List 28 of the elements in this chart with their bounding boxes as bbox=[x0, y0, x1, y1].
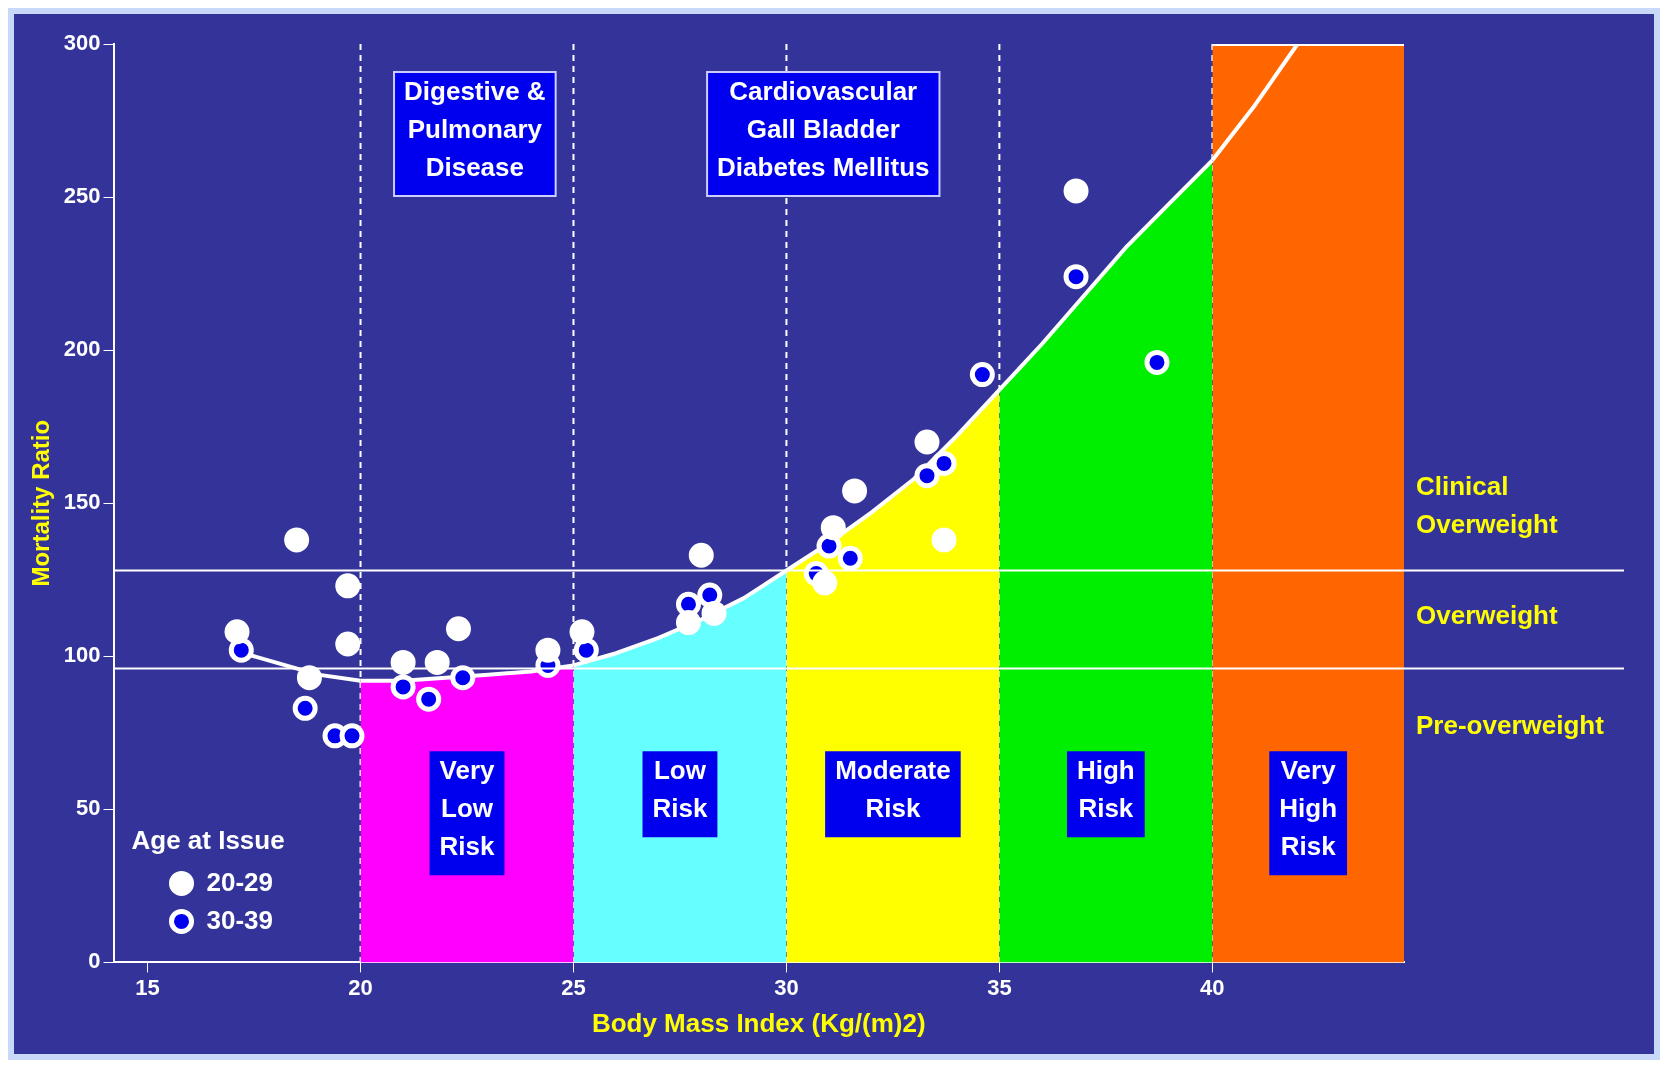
text: Overweight bbox=[1416, 599, 1558, 630]
text: Pre-overweight bbox=[1416, 709, 1605, 740]
y-tick-label: 200 bbox=[63, 336, 101, 362]
y-tick-label: 100 bbox=[63, 642, 101, 668]
x-tick-label: 30 bbox=[774, 974, 799, 1000]
y-tick-label: 0 bbox=[88, 948, 101, 974]
y-tick-label: 150 bbox=[63, 489, 101, 515]
legend-label: 30-39 bbox=[206, 904, 274, 935]
y-tick-label: 50 bbox=[76, 795, 101, 821]
x-tick-label: 40 bbox=[1200, 974, 1225, 1000]
series-label: Moderate Risk bbox=[835, 755, 951, 824]
series-label: Very High Risk bbox=[1279, 755, 1338, 862]
annotation: Cardiovascular Gall Bladder Diabetes Mellitus bbox=[717, 76, 930, 183]
series-label: High Risk bbox=[1076, 755, 1135, 824]
legend-label: 20-29 bbox=[206, 866, 274, 897]
legend-title: Age at Issue bbox=[131, 824, 285, 855]
x-tick-label: 25 bbox=[561, 974, 586, 1000]
x-tick-label: 15 bbox=[135, 974, 160, 1000]
annotation: Digestive & Pulmonary Disease bbox=[404, 76, 546, 183]
y-tick-label: 300 bbox=[63, 30, 101, 56]
series-label: Very Low Risk bbox=[439, 755, 496, 862]
x-tick-label: 20 bbox=[348, 974, 373, 1000]
series-label: Low Risk bbox=[652, 755, 708, 824]
x-axis-title: Body Mass Index (Kg/(m)2) bbox=[591, 1007, 926, 1038]
y-axis-title: Mortality Ratio bbox=[27, 419, 55, 587]
text: Clinical Overweight bbox=[1416, 470, 1558, 539]
x-tick-label: 35 bbox=[987, 974, 1012, 1000]
y-tick-label: 250 bbox=[63, 183, 101, 209]
